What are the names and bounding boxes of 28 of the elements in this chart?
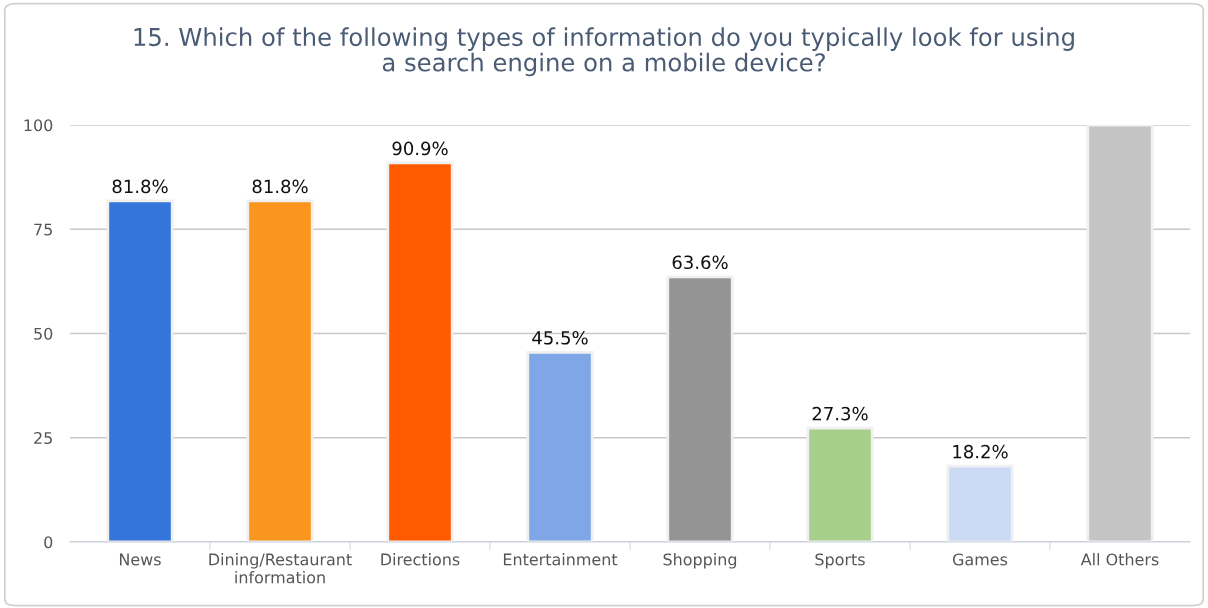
x-tick-label: Dining/Restaurant information <box>209 553 352 584</box>
x-tick-label: Entertainment <box>503 553 618 566</box>
data-label: 27.3% <box>812 406 868 421</box>
data-label: 90.9% <box>392 141 448 156</box>
y-tick-label: 0 <box>44 536 53 549</box>
bar <box>246 199 314 542</box>
data-label: 81.8% <box>112 179 168 194</box>
bar <box>526 350 594 542</box>
bar <box>666 275 734 542</box>
x-tick-label: Shopping <box>663 553 737 569</box>
data-label: 81.8% <box>252 179 308 194</box>
chart-title: 15. Which of the following types of information do you typically look for using a search engine on a mobile device? <box>134 27 1074 77</box>
bar <box>106 199 174 542</box>
x-tick-label: News <box>119 553 161 566</box>
y-tick-label: 75 <box>34 223 52 236</box>
x-tick-label: Sports <box>815 553 865 569</box>
y-tick-label: 25 <box>34 431 52 445</box>
x-tick-label: All Others <box>1080 553 1159 566</box>
x-tick-label: Directions <box>381 553 460 566</box>
data-label: 45.5% <box>532 330 588 345</box>
bar <box>946 464 1014 542</box>
data-label: 63.6% <box>672 255 728 270</box>
bar <box>806 426 874 542</box>
y-tick-label: 100 <box>24 119 53 132</box>
data-label: 18.2% <box>953 444 1008 459</box>
y-tick-label: 50 <box>34 327 53 340</box>
bar <box>386 161 454 542</box>
x-tick-label: Games <box>952 553 1008 566</box>
